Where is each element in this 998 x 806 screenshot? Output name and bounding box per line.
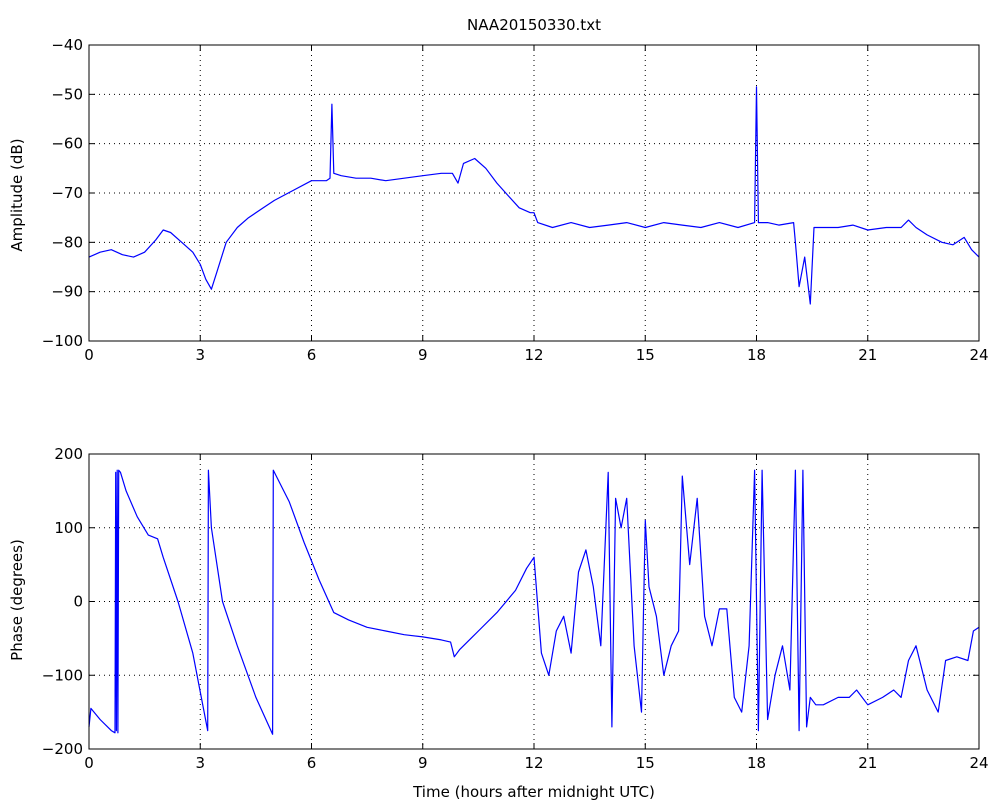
phase-y-tick-label: 200 [54, 445, 83, 463]
amplitude-x-tick-label: 3 [195, 346, 205, 364]
amplitude-series-line [88, 86, 980, 305]
phase-x-tick-label: 18 [747, 754, 766, 772]
amplitude-y-tick-label: −100 [42, 332, 83, 350]
amplitude-y-tick-label: −70 [51, 184, 83, 202]
amplitude-x-tick-label: 0 [84, 346, 94, 364]
phase-x-tick-label: 3 [195, 754, 205, 772]
amplitude-x-tick-label: 18 [747, 346, 766, 364]
amplitude-x-tick-label: 12 [524, 346, 543, 364]
phase-x-tick-label: 12 [524, 754, 543, 772]
amplitude-x-tick-label: 24 [969, 346, 988, 364]
phase-x-tick-label: 15 [636, 754, 655, 772]
phase-series-line [88, 469, 980, 735]
amplitude-x-tick-label: 21 [858, 346, 877, 364]
phase-x-tick-label: 21 [858, 754, 877, 772]
phase-y-axis-label: Phase (degrees) [8, 539, 26, 661]
phase-y-tick-label: −200 [42, 740, 83, 758]
amplitude-x-tick-label: 6 [307, 346, 317, 364]
phase-plot: Time (hours after midnight UTC) Phase (d… [8, 445, 989, 801]
amplitude-plot: NAA20150330.txt Amplitude (dB) 0 3 6 9 12 15 1… [8, 16, 989, 364]
amplitude-y-tick-label: −60 [51, 135, 83, 153]
amplitude-y-tick-label: −50 [51, 85, 83, 103]
phase-x-axis-label: Time (hours after midnight UTC) [412, 783, 655, 801]
phase-y-tick-label: 0 [73, 593, 83, 611]
phase-x-tick-label: 6 [307, 754, 317, 772]
phase-y-tick-label: −100 [42, 666, 83, 684]
phase-x-tick-label: 9 [418, 754, 428, 772]
amplitude-y-tick-label: −40 [51, 36, 83, 54]
amplitude-x-tick-label: 15 [636, 346, 655, 364]
amplitude-y-tick-label: −90 [51, 283, 83, 301]
amplitude-y-tick-label: −80 [51, 233, 83, 251]
amplitude-plot-title: NAA20150330.txt [467, 16, 601, 34]
phase-x-tick-label: 0 [84, 754, 94, 772]
amplitude-x-tick-label: 9 [418, 346, 428, 364]
phase-y-tick-label: 100 [54, 519, 83, 537]
amplitude-y-axis-label: Amplitude (dB) [8, 138, 26, 251]
phase-x-tick-label: 24 [969, 754, 988, 772]
